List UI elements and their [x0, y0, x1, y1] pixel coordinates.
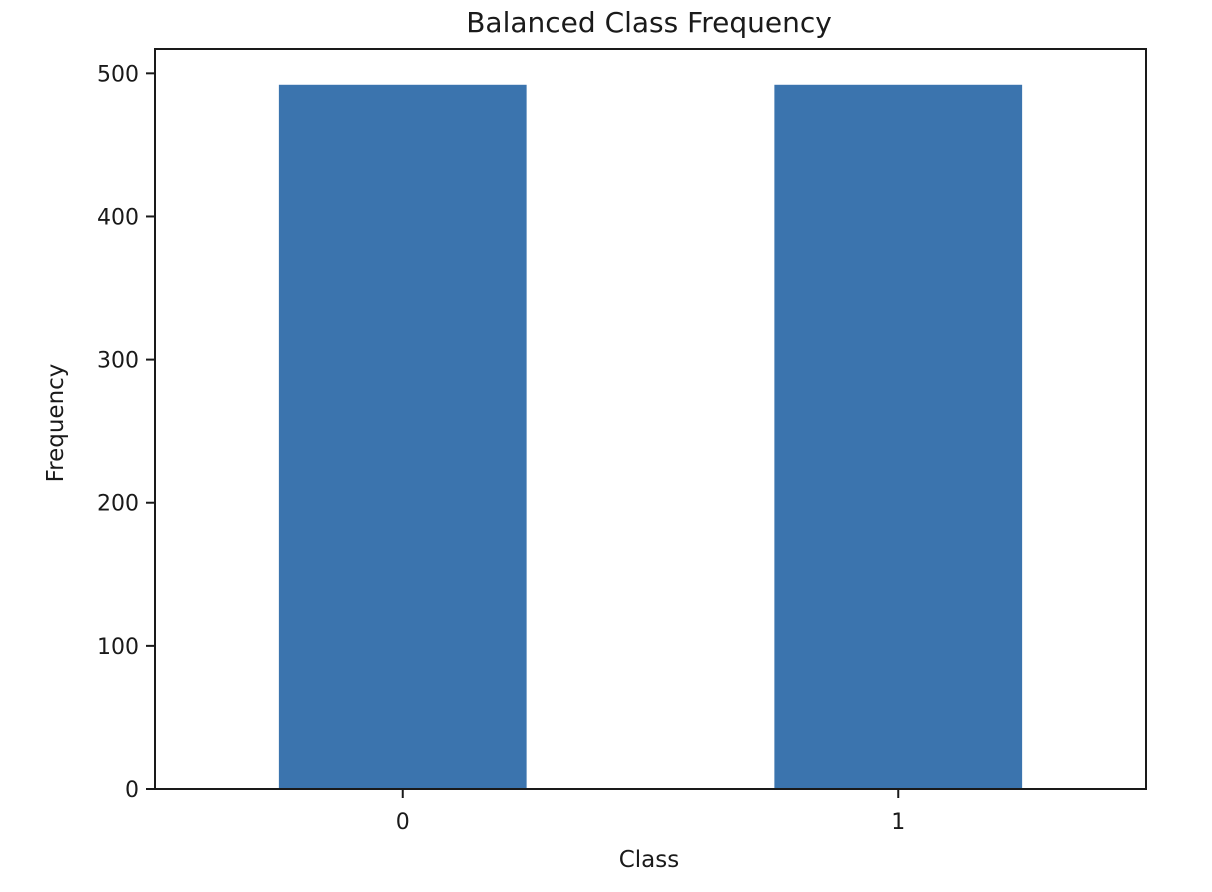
bar-class-1	[774, 84, 1023, 789]
y-tick-label: 500	[97, 62, 139, 87]
bars-group	[278, 84, 1023, 789]
bar-class-0	[278, 84, 527, 789]
y-tick-label: 200	[97, 492, 139, 517]
y-tick-label: 100	[97, 635, 139, 660]
plot-frame	[154, 48, 1147, 790]
y-axis-label: Frequency	[43, 364, 69, 483]
x-tick-label: 0	[396, 810, 410, 835]
y-tick-label: 300	[97, 349, 139, 374]
y-tick-label: 0	[125, 778, 139, 803]
y-axis-ticks: 0 100 200 300 400 500	[97, 62, 155, 803]
y-tick-label: 400	[97, 205, 139, 230]
x-tick-label: 1	[891, 810, 905, 835]
x-axis-label: Class	[619, 847, 680, 873]
chart-title: Balanced Class Frequency	[466, 6, 832, 39]
